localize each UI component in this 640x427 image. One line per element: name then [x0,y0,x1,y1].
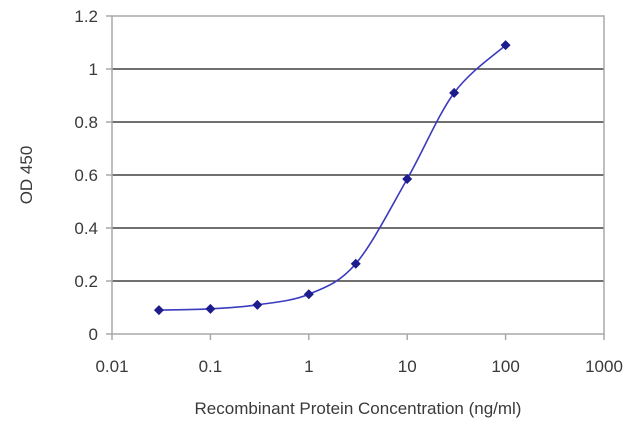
gridlines [112,68,604,282]
x-axis-ticks: 0.01 0.1 1 10 100 1000 [95,334,623,376]
data-point [252,299,263,310]
y-tick-label: 0.6 [74,166,98,185]
data-point [449,87,460,98]
y-axis-title: OD 450 [17,146,36,205]
x-tick-label: 0.01 [95,357,128,376]
x-axis-title: Recombinant Protein Concentration (ng/ml… [195,399,522,418]
y-tick-label: 1.2 [74,7,98,26]
x-tick-label: 10 [398,357,417,376]
y-tick-label: 0.2 [74,272,98,291]
fit-curve [158,44,507,311]
x-tick-label: 1000 [585,357,623,376]
x-tick-label: 1 [304,357,313,376]
x-tick-label: 0.1 [199,357,223,376]
y-tick-label: 1 [89,60,98,79]
data-markers [153,40,511,316]
y-tick-label: 0.4 [74,219,98,238]
data-point [205,303,216,314]
y-tick-label: 0.8 [74,113,98,132]
data-point [303,289,314,300]
data-point [153,305,164,316]
data-point [500,40,511,51]
x-tick-label: 100 [491,357,519,376]
data-point [402,173,413,184]
y-axis-ticks: 0 0.2 0.4 0.6 0.8 1 1.2 [74,7,112,344]
y-tick-label: 0 [89,325,98,344]
data-point [350,258,361,269]
